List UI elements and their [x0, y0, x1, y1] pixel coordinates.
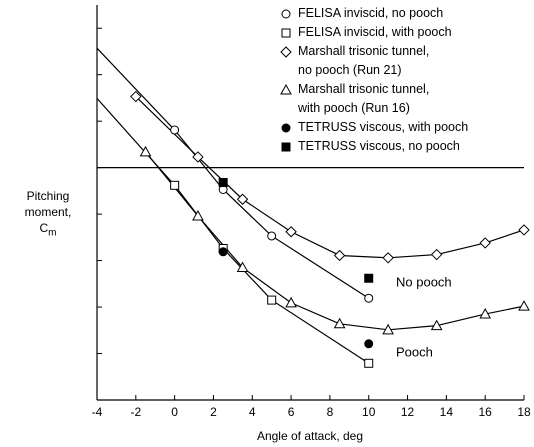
point: [364, 358, 374, 368]
point: [267, 231, 277, 241]
legend-marker: [280, 84, 292, 95]
annotation: No pooch: [396, 274, 452, 289]
legend-swatch: [281, 123, 291, 133]
point: [430, 248, 443, 261]
point: [285, 226, 297, 238]
legend-swatch: [280, 84, 292, 95]
y-axis-subscript: m: [48, 227, 57, 239]
x-tick-label: 14: [440, 405, 454, 419]
point: [192, 151, 204, 163]
x-axis-label: Angle of attack, deg: [257, 429, 363, 443]
legend-label: TETRUSS viscous, no pooch: [298, 139, 460, 153]
x-tick-label: 4: [249, 405, 256, 419]
legend-swatch: [281, 28, 291, 38]
legend-marker: [281, 28, 291, 38]
legend: FELISA inviscid, no pooch FELISA inviscid…: [280, 4, 468, 156]
point: [333, 317, 346, 329]
x-tick-label: 10: [362, 405, 376, 419]
legend-swatch: [280, 46, 292, 58]
point: [518, 300, 530, 311]
point: [518, 224, 530, 236]
series-line: [145, 151, 525, 331]
point: [218, 247, 228, 257]
legend-entry: TETRUSS viscous, with pooch: [280, 118, 468, 137]
legend-marker: [280, 46, 292, 58]
x-tick-label: 8: [327, 405, 334, 419]
y-axis-label: Pitching moment, Cm: [8, 188, 88, 241]
x-tick-label: 0: [171, 405, 178, 419]
point: [218, 178, 228, 188]
point: [430, 319, 443, 331]
point: [267, 295, 277, 305]
x-tick-label: 6: [288, 405, 295, 419]
point: [139, 145, 152, 157]
point: [130, 90, 142, 103]
x-tick-label: 2: [210, 405, 217, 419]
x-tick-label: -2: [130, 405, 141, 419]
legend-marker: [281, 142, 291, 152]
point: [236, 261, 249, 273]
point: [479, 237, 491, 249]
legend-label: TETRUSS viscous, with pooch: [298, 120, 469, 134]
legend-marker: [281, 123, 291, 133]
point: [170, 180, 180, 190]
legend-entry: FELISA inviscid, with pooch: [280, 23, 468, 42]
y-axis-symbol: C: [39, 221, 49, 235]
point: [170, 125, 180, 135]
x-tick-label: 18: [517, 405, 531, 419]
annotation: Pooch: [396, 344, 433, 359]
point: [364, 293, 374, 303]
legend-label: FELISA inviscid, no pooch: [298, 6, 444, 20]
legend-marker: [281, 9, 291, 19]
legend-label: Marshall trisonic tunnel, no pooch (Run …: [298, 44, 430, 77]
point: [364, 339, 374, 349]
legend-entry: Marshall trisonic tunnel, with pooch (Ru…: [280, 80, 468, 118]
y-axis-label-text: Pitching moment,: [24, 189, 72, 219]
legend-label: Marshall trisonic tunnel, with pooch (Ru…: [298, 82, 430, 115]
x-tick-label: 12: [401, 405, 415, 419]
point: [364, 273, 374, 283]
x-tick-label: -4: [92, 405, 103, 419]
point: [192, 209, 204, 221]
point: [382, 252, 394, 264]
x-tick-label: 16: [479, 405, 493, 419]
point: [236, 193, 249, 205]
point: [333, 249, 346, 262]
legend-swatch: [281, 142, 291, 152]
legend-entry: Marshall trisonic tunnel, no pooch (Run …: [280, 42, 468, 80]
legend-entry: TETRUSS viscous, no pooch: [280, 137, 468, 156]
point: [479, 307, 492, 319]
point: [382, 323, 394, 335]
point: [285, 296, 297, 308]
legend-swatch: [281, 9, 291, 19]
legend-label: FELISA inviscid, with pooch: [298, 25, 452, 39]
legend-entry: FELISA inviscid, no pooch: [280, 4, 468, 23]
